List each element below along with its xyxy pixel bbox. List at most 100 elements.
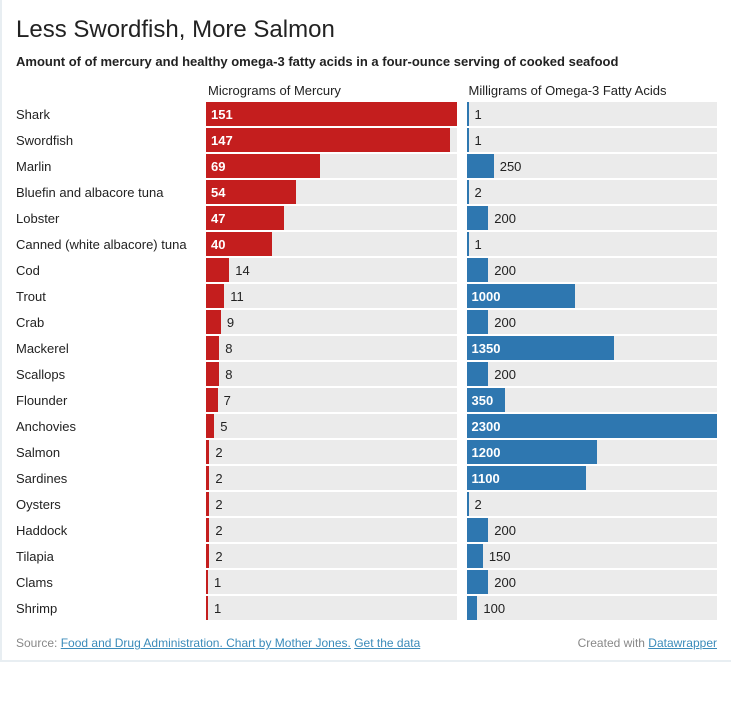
mercury-bar [206,414,214,438]
omega3-track: 1100 [467,466,718,490]
row-label: Sardines [16,466,206,490]
omega3-track: 1 [467,232,718,256]
mercury-value: 2 [209,497,222,512]
chart-row: Shrimp1100 [16,596,717,620]
mercury-track: 47 [206,206,457,230]
mercury-bar: 40 [206,232,272,256]
mercury-value: 2 [209,549,222,564]
row-label: Swordfish [16,128,206,152]
omega3-bar [467,544,483,568]
mercury-value: 2 [209,523,222,538]
row-label: Trout [16,284,206,308]
omega3-track: 2 [467,492,718,516]
mercury-value: 11 [224,289,244,304]
mercury-value: 1 [208,601,221,616]
mercury-track: 151 [206,102,457,126]
mercury-value: 2 [209,445,222,460]
chart-row: Cod 14 200 [16,258,717,282]
mercury-track: 2 [206,544,457,568]
credit-text: Created with Datawrapper [578,636,717,650]
omega3-value: 1 [469,107,482,122]
mercury-bar [206,362,219,386]
chart-row: Anchovies52300 [16,414,717,438]
omega3-track: 1000 [467,284,718,308]
chart-row: Marlin69 250 [16,154,717,178]
omega3-track: 2 [467,180,718,204]
source-prefix: Source: [16,636,61,650]
mercury-track: 7 [206,388,457,412]
mercury-track: 8 [206,362,457,386]
chart-row: Oysters22 [16,492,717,516]
row-label: Lobster [16,206,206,230]
chart-title: Less Swordfish, More Salmon [16,16,717,44]
chart-row: Swordfish1471 [16,128,717,152]
omega3-bar [467,362,489,386]
mercury-track: 69 [206,154,457,178]
row-label: Flounder [16,388,206,412]
chart-row: Trout 11 1000 [16,284,717,308]
row-label: Anchovies [16,414,206,438]
source-link-data[interactable]: Get the data [354,636,420,650]
chart-rows: Shark1511Swordfish1471Marlin69250Bluefin… [16,102,717,620]
chart-subtitle: Amount of of mercury and healthy omega-3… [16,54,717,69]
omega3-track: 1200 [467,440,718,464]
omega3-value: 200 [488,315,516,330]
omega3-value: 100 [477,601,505,616]
omega3-value: 2 [469,185,482,200]
chart-row: Mackerel8 1350 [16,336,717,360]
omega3-bar [467,596,478,620]
mercury-value: 8 [219,367,232,382]
row-label: Bluefin and albacore tuna [16,180,206,204]
mercury-bar [206,336,219,360]
mercury-bar [206,284,224,308]
omega3-bar: 1200 [467,440,598,464]
mercury-track: 54 [206,180,457,204]
credit-link-datawrapper[interactable]: Datawrapper [648,636,717,650]
omega3-value: 200 [488,523,516,538]
omega3-bar [467,154,494,178]
omega3-track: 200 [467,570,718,594]
omega3-track: 2300 [467,414,718,438]
omega3-track: 250 [467,154,718,178]
omega3-value: 200 [488,367,516,382]
mercury-value: 14 [229,263,249,278]
chart-row: Bluefin and albacore tuna54 2 [16,180,717,204]
omega3-track: 150 [467,544,718,568]
omega3-track: 200 [467,518,718,542]
row-label: Clams [16,570,206,594]
omega3-value: 200 [488,575,516,590]
mercury-value: 2 [209,471,222,486]
source-link-fda[interactable]: Food and Drug Administration. Chart by M… [61,636,351,650]
dual-bar-chart: Micrograms of Mercury Milligrams of Omeg… [16,83,717,620]
omega3-track: 1350 [467,336,718,360]
row-label: Mackerel [16,336,206,360]
omega3-value: 2 [469,497,482,512]
omega3-bar [467,310,489,334]
row-label: Cod [16,258,206,282]
mercury-bar [206,258,229,282]
row-label: Scallops [16,362,206,386]
mercury-value: 7 [218,393,231,408]
mercury-track: 8 [206,336,457,360]
row-label: Marlin [16,154,206,178]
chart-row: Lobster47 200 [16,206,717,230]
omega3-bar [467,518,489,542]
omega3-track: 200 [467,362,718,386]
chart-row: Scallops 8 200 [16,362,717,386]
omega3-track: 200 [467,310,718,334]
omega3-bar: 1000 [467,284,576,308]
omega3-track: 350 [467,388,718,412]
omega3-track: 200 [467,258,718,282]
omega3-header: Milligrams of Omega-3 Fatty Acids [467,83,718,98]
omega3-track: 200 [467,206,718,230]
omega3-bar: 350 [467,388,505,412]
chart-row: Sardines2 1100 [16,466,717,490]
source-text: Source: Food and Drug Administration. Ch… [16,636,420,650]
mercury-track: 1 [206,596,457,620]
omega3-bar [467,258,489,282]
mercury-track: 9 [206,310,457,334]
credit-prefix: Created with [578,636,649,650]
chart-row: Crab9200 [16,310,717,334]
omega3-bar: 1100 [467,466,587,490]
mercury-track: 147 [206,128,457,152]
